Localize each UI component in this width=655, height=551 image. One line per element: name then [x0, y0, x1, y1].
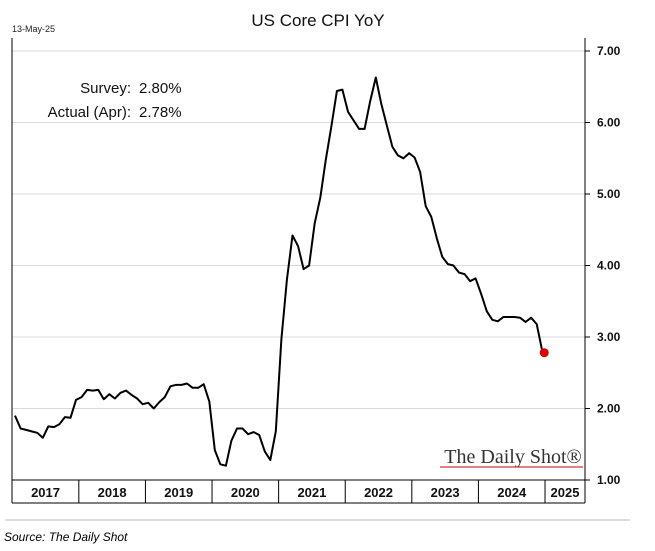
series-group: [14, 76, 549, 467]
latest-point-marker: [539, 348, 549, 358]
y-tick-label: 2.00: [597, 402, 621, 416]
annotation-value: 2.78%: [139, 104, 182, 121]
chart-axes: [5, 38, 630, 521]
annotation-label: Actual (Apr):: [48, 104, 131, 121]
watermark-logo: The Daily Shot®: [444, 446, 581, 468]
date-stamp: 13-May-25: [12, 24, 55, 34]
chart-title: US Core CPI YoY: [251, 11, 384, 30]
x-year-label: 2019: [164, 485, 193, 500]
cpi-chart: 13-May-25 US Core CPI YoY Survey: 2.80% Ac…: [5, 11, 630, 521]
y-tick-labels: 7.00 6.00 5.00 4.00 3.00 2.00 1.00: [585, 44, 621, 487]
x-year-labels: 2017 2018 2019 2020 2021 2022 2023 2024 2025: [31, 480, 579, 503]
y-tick-label: 5.00: [597, 187, 621, 201]
x-year-label: 2022: [364, 485, 393, 500]
y-tick-label: 7.00: [597, 44, 621, 58]
cpi-line: [14, 76, 544, 467]
y-tick-label: 6.00: [597, 116, 621, 130]
x-year-label: 2023: [431, 485, 460, 500]
x-year-label: 2018: [98, 485, 127, 500]
chart-grid: [12, 50, 585, 409]
y-tick-label: 3.00: [597, 330, 621, 344]
x-year-label: 2021: [297, 485, 326, 500]
x-year-label: 2025: [551, 485, 580, 500]
y-tick-label: 1.00: [597, 473, 621, 487]
x-year-label: 2024: [497, 485, 527, 500]
x-year-label: 2020: [231, 485, 260, 500]
y-tick-label: 4.00: [597, 259, 621, 273]
annotation-value: 2.80%: [139, 80, 182, 97]
annotation-label: Survey:: [80, 80, 131, 97]
x-year-label: 2017: [31, 485, 60, 500]
source-note: Source: The Daily Shot: [4, 530, 128, 544]
annotations: Survey: 2.80% Actual (Apr): 2.78%: [48, 80, 182, 121]
